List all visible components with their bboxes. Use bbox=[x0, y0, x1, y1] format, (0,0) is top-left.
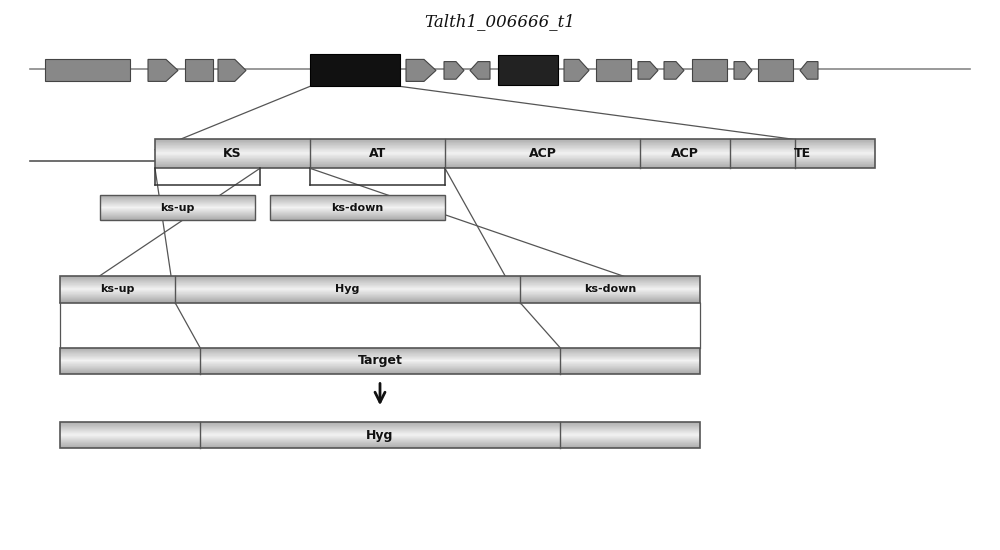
Text: KS: KS bbox=[223, 147, 242, 160]
Bar bbox=[155, 153, 875, 154]
Polygon shape bbox=[218, 59, 246, 81]
Bar bbox=[155, 146, 875, 147]
Bar bbox=[155, 156, 875, 157]
Bar bbox=[60, 348, 700, 374]
Bar bbox=[155, 140, 875, 141]
Text: Hyg: Hyg bbox=[366, 428, 394, 442]
Bar bbox=[155, 141, 875, 142]
Bar bbox=[155, 149, 875, 150]
Bar bbox=[155, 164, 875, 165]
Bar bbox=[155, 147, 875, 148]
Bar bbox=[155, 166, 875, 167]
Bar bbox=[155, 139, 875, 140]
Bar bbox=[155, 159, 875, 160]
Bar bbox=[155, 155, 875, 156]
Bar bbox=[155, 157, 875, 158]
Bar bbox=[155, 144, 875, 145]
Text: ks-down: ks-down bbox=[584, 284, 636, 294]
Bar bbox=[155, 158, 875, 159]
Polygon shape bbox=[734, 62, 752, 79]
Bar bbox=[185, 59, 213, 81]
Text: ks-up: ks-up bbox=[160, 202, 195, 213]
Polygon shape bbox=[444, 62, 464, 79]
Bar bbox=[155, 139, 875, 168]
Polygon shape bbox=[564, 59, 589, 81]
Bar bbox=[155, 150, 875, 151]
Bar bbox=[155, 154, 875, 155]
Text: Hyg: Hyg bbox=[335, 284, 360, 294]
Bar bbox=[155, 148, 875, 149]
Text: Target: Target bbox=[358, 354, 402, 367]
Text: ACP: ACP bbox=[671, 147, 699, 160]
Bar bbox=[155, 142, 875, 143]
Bar bbox=[596, 59, 631, 81]
Polygon shape bbox=[148, 59, 178, 81]
Bar bbox=[155, 163, 875, 164]
Text: ks-up: ks-up bbox=[100, 284, 135, 294]
Bar bbox=[498, 55, 558, 85]
Bar bbox=[45, 59, 130, 81]
Bar bbox=[155, 151, 875, 152]
Bar bbox=[155, 161, 875, 162]
Bar bbox=[155, 160, 875, 161]
Text: Talth1_006666_t1: Talth1_006666_t1 bbox=[425, 14, 575, 30]
Bar bbox=[155, 143, 875, 144]
Polygon shape bbox=[638, 62, 658, 79]
Bar bbox=[60, 422, 700, 448]
Bar bbox=[60, 276, 700, 303]
Polygon shape bbox=[470, 62, 490, 79]
Bar bbox=[155, 148, 875, 149]
Polygon shape bbox=[800, 62, 818, 79]
Bar bbox=[270, 195, 445, 220]
Bar bbox=[155, 162, 875, 163]
Bar bbox=[155, 167, 875, 168]
Bar bbox=[155, 152, 875, 153]
Bar bbox=[310, 54, 400, 86]
Bar bbox=[155, 145, 875, 146]
Text: TE: TE bbox=[794, 147, 811, 160]
Bar bbox=[100, 195, 255, 220]
Text: AT: AT bbox=[369, 147, 386, 160]
Bar bbox=[155, 165, 875, 166]
Bar bbox=[758, 59, 793, 81]
Bar bbox=[692, 59, 727, 81]
Text: ks-down: ks-down bbox=[331, 202, 384, 213]
Polygon shape bbox=[664, 62, 684, 79]
Polygon shape bbox=[406, 59, 436, 81]
Text: ACP: ACP bbox=[529, 147, 556, 160]
